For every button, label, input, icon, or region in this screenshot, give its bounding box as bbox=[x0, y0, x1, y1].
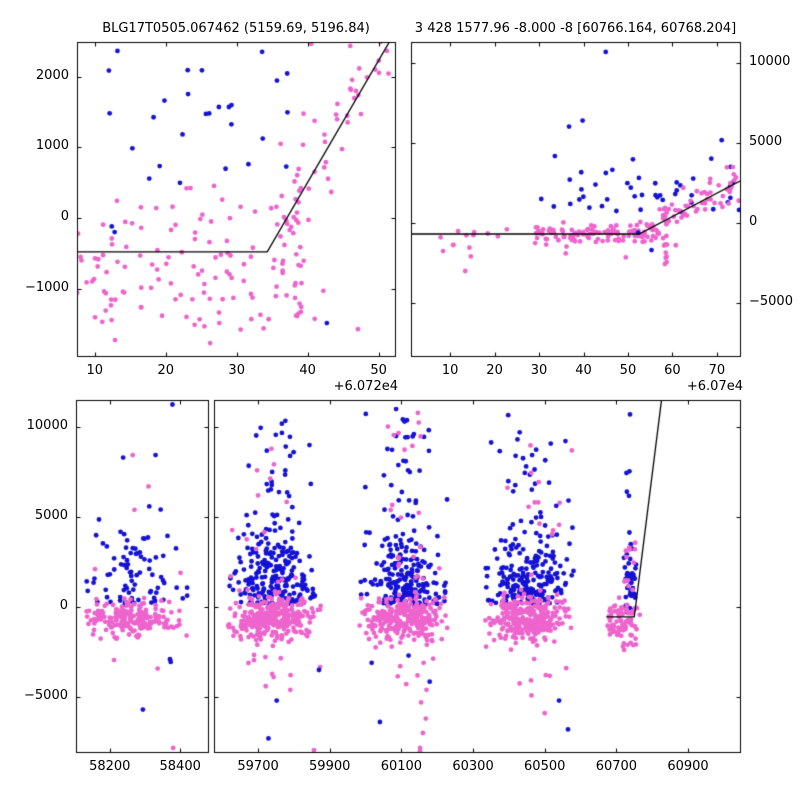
right-panel-title: 3 428 1577.96 -8.000 -8 [60766.164, 6076… bbox=[414, 21, 737, 36]
left-panel-title: BLG17T0505.067462 (5159.69, 5196.84) bbox=[102, 21, 370, 36]
